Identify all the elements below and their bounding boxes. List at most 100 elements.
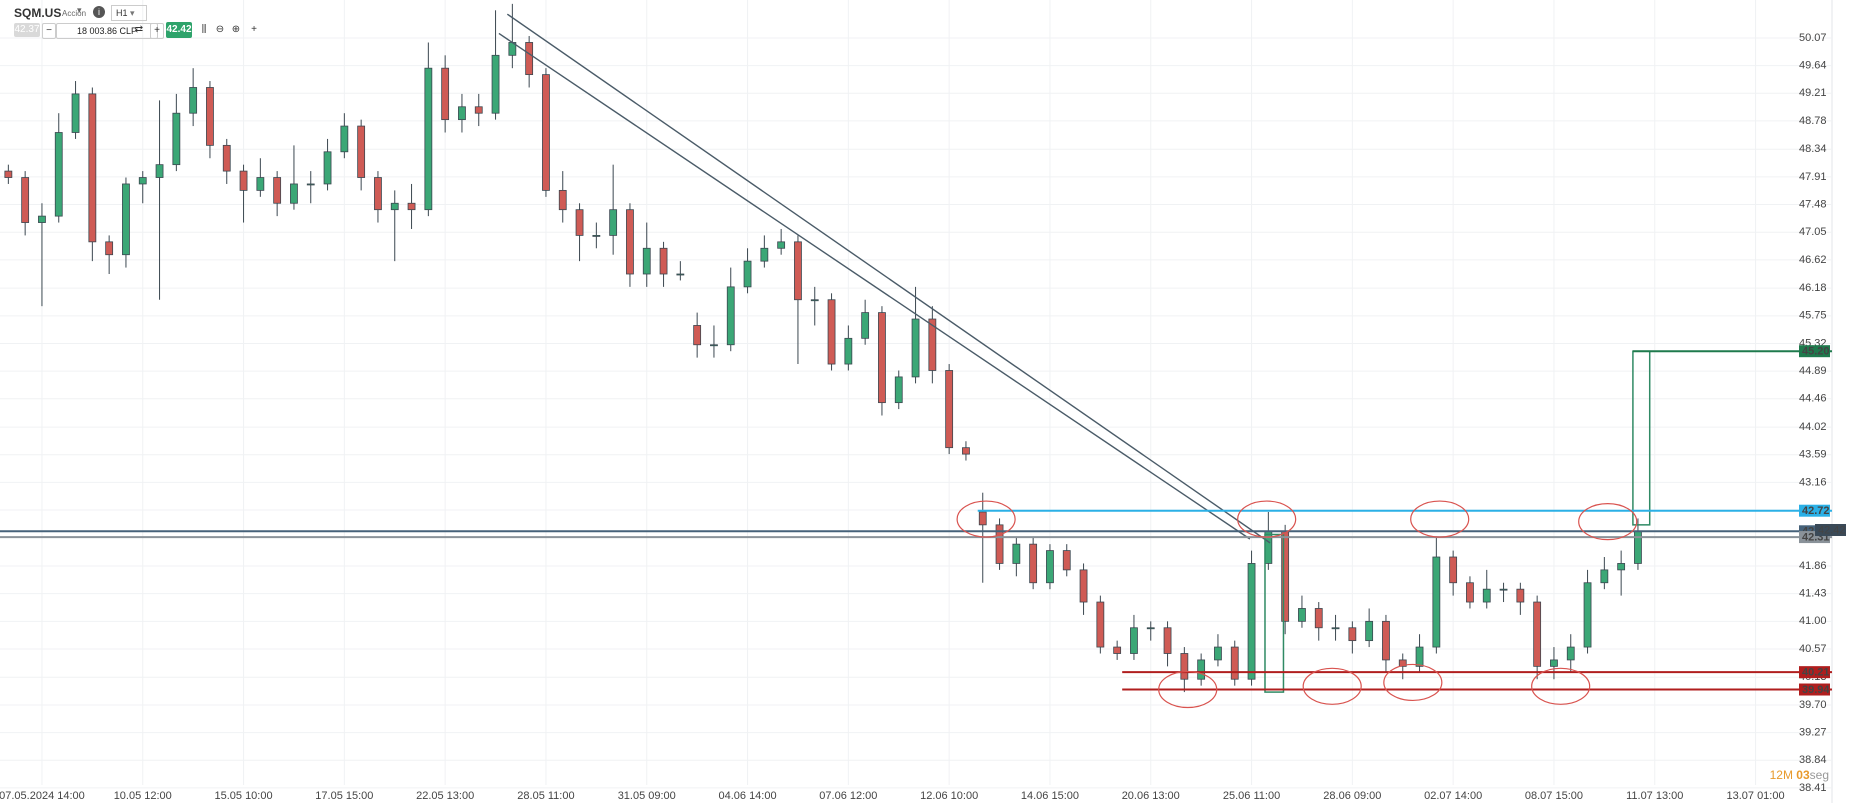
candle-body bbox=[1382, 620, 1390, 661]
highlight-ellipse bbox=[1531, 667, 1591, 705]
candle-body bbox=[54, 132, 63, 217]
trendline bbox=[506, 13, 1271, 544]
price-tag-label: 39.94 bbox=[1802, 684, 1830, 696]
x-tick-label: 25.06 11:00 bbox=[1223, 790, 1280, 802]
candle-body bbox=[290, 183, 298, 204]
candle-body bbox=[626, 209, 634, 275]
y-tick-label: 44.02 bbox=[1799, 421, 1827, 433]
buy-button[interactable]: 42.42 bbox=[166, 22, 192, 38]
candle-body bbox=[1533, 601, 1542, 667]
candle-body bbox=[710, 344, 718, 347]
y-tick-label: 50.07 bbox=[1799, 32, 1827, 44]
candle-body bbox=[374, 177, 382, 211]
candle-body bbox=[424, 67, 433, 211]
candle-body bbox=[861, 312, 870, 339]
crosshair-icon[interactable]: + bbox=[251, 24, 257, 35]
candle-body bbox=[1079, 569, 1088, 603]
candle-body bbox=[1449, 556, 1458, 584]
trendline bbox=[498, 32, 1251, 540]
candle-body bbox=[4, 170, 13, 178]
candle-body bbox=[1163, 627, 1172, 654]
candle-body bbox=[659, 247, 668, 275]
timeframe[interactable]: H1 ▾ bbox=[111, 5, 147, 21]
y-tick-label: 47.48 bbox=[1799, 198, 1827, 210]
candle-body bbox=[726, 286, 735, 346]
candle-body bbox=[474, 106, 483, 114]
minus-button[interactable]: − bbox=[42, 23, 56, 39]
candle-body bbox=[1180, 653, 1189, 680]
symbol[interactable]: SQM.US bbox=[14, 6, 62, 20]
x-tick-label: 15.05 10:00 bbox=[214, 790, 272, 802]
candle-body bbox=[777, 241, 786, 249]
x-tick-label: 28.06 09:00 bbox=[1323, 790, 1381, 802]
y-tick-label: 43.59 bbox=[1799, 449, 1827, 461]
y-tick-label: 46.18 bbox=[1799, 282, 1827, 294]
sell-button[interactable]: 42.37 bbox=[14, 23, 40, 37]
candle-body bbox=[558, 189, 567, 211]
candle-body bbox=[542, 74, 550, 191]
x-tick-label: 31.05 09:00 bbox=[618, 790, 676, 802]
highlight-ellipse bbox=[956, 500, 1016, 538]
y-tick-label: 48.34 bbox=[1799, 143, 1827, 155]
x-tick-label: 12.06 10:00 bbox=[920, 790, 978, 802]
candle-body bbox=[491, 54, 500, 114]
candle-body bbox=[760, 247, 769, 262]
y-tick-label: 41.86 bbox=[1799, 560, 1827, 572]
candle-body bbox=[609, 209, 618, 236]
candle-body bbox=[693, 325, 702, 346]
candle-body bbox=[189, 87, 198, 114]
x-tick-label: 17.05 15:00 bbox=[315, 790, 373, 802]
price-tag bbox=[1799, 683, 1830, 696]
last-price-label: 42.42 bbox=[1818, 524, 1846, 536]
candle-body bbox=[1499, 588, 1508, 591]
highlight-ellipse bbox=[1383, 663, 1443, 702]
candle-body bbox=[525, 42, 534, 76]
candle-body bbox=[844, 337, 853, 365]
x-tick-label: 04.06 14:00 bbox=[718, 790, 776, 802]
candle-body bbox=[928, 318, 937, 371]
y-tick-label: 44.89 bbox=[1799, 365, 1827, 377]
price-tag bbox=[1799, 345, 1830, 358]
target-box bbox=[1632, 350, 1651, 526]
candle-body bbox=[978, 511, 987, 526]
x-tick-label: 11.07 13:00 bbox=[1626, 790, 1683, 802]
candle-body bbox=[38, 215, 46, 223]
candle-body bbox=[222, 144, 231, 172]
candle-body bbox=[878, 312, 886, 404]
y-tick-label: 40.57 bbox=[1799, 643, 1827, 655]
candle-body bbox=[1600, 569, 1609, 584]
price-tag-label: 40.21 bbox=[1802, 667, 1830, 679]
candle-body bbox=[810, 299, 819, 302]
info-icon[interactable]: i bbox=[93, 6, 105, 18]
y-tick-label: 44.46 bbox=[1799, 393, 1827, 405]
candle-body bbox=[1398, 659, 1407, 667]
candle-body bbox=[1197, 659, 1206, 680]
candle-body bbox=[1550, 659, 1558, 667]
candle-body bbox=[827, 299, 836, 365]
candle-body bbox=[1214, 646, 1222, 661]
target-box bbox=[1264, 533, 1285, 693]
candle-body bbox=[1331, 627, 1340, 630]
candle-body bbox=[306, 183, 315, 186]
dropdown-arrow[interactable]: ▾ bbox=[77, 5, 82, 15]
candle-body bbox=[894, 376, 903, 404]
zoom-in-icon[interactable]: ⊕ bbox=[231, 24, 241, 35]
candle-body bbox=[1298, 608, 1306, 622]
x-tick-label: 20.06 13:00 bbox=[1122, 790, 1180, 802]
amount[interactable]: 18 003.86 CLP bbox=[56, 23, 158, 39]
candle-body bbox=[575, 209, 584, 236]
indicator-icon[interactable]: ⫼ bbox=[201, 24, 207, 35]
candle-body bbox=[206, 87, 214, 146]
y-tick-label: 39.70 bbox=[1799, 699, 1827, 711]
swap-icon[interactable]: ⇄ bbox=[134, 24, 144, 35]
plus-button[interactable]: + bbox=[150, 23, 164, 39]
zoom-out-icon[interactable]: ⊖ bbox=[215, 24, 225, 35]
y-tick-label: 46.62 bbox=[1799, 254, 1827, 266]
instrument-kind: Acción bbox=[62, 9, 87, 18]
y-tick-label: 38.84 bbox=[1799, 754, 1827, 766]
candle-body bbox=[1046, 550, 1054, 584]
candle-body bbox=[995, 524, 1004, 564]
candle-body bbox=[962, 447, 970, 455]
x-tick-label: 02.07 14:00 bbox=[1424, 790, 1482, 802]
candle-body bbox=[441, 67, 450, 121]
